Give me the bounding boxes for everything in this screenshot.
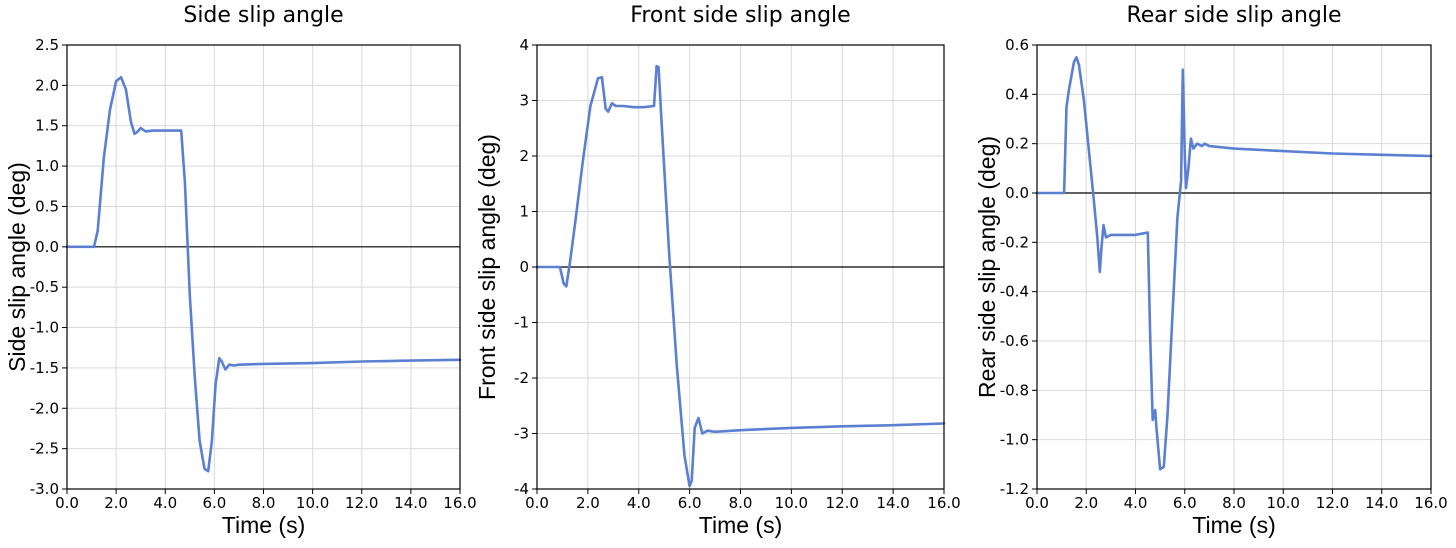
y-axis-label: Side slip angle (deg) <box>4 162 30 372</box>
x-tick-label: 12.0 <box>1316 494 1349 512</box>
y-tick-label: 1.0 <box>35 157 59 175</box>
x-tick-label: 4.0 <box>153 494 177 512</box>
y-tick-label: -1.5 <box>30 359 59 377</box>
y-tick-label: -1.2 <box>1000 480 1029 498</box>
y-tick-label: -1.0 <box>30 319 59 337</box>
x-tick-label: 8.0 <box>1222 494 1246 512</box>
y-tick-label: -2.5 <box>30 440 59 458</box>
x-tick-label: 0.0 <box>1025 494 1049 512</box>
x-tick-label: 14.0 <box>876 494 909 512</box>
x-tick-label: 2.0 <box>1074 494 1098 512</box>
y-tick-label: -3 <box>514 425 529 443</box>
chart-title: Rear side slip angle <box>1126 3 1341 28</box>
y-tick-label: 3 <box>519 92 529 110</box>
x-tick-label: 4.0 <box>627 494 651 512</box>
y-tick-label: -0.6 <box>1000 332 1029 350</box>
x-tick-label: 16.0 <box>1414 494 1447 512</box>
chart-panel-3: 0.0 2.0 4.0 6.0 8.0 10.0 12.0 14.0 16.0 -1.2 -1.0 -… <box>974 3 1448 538</box>
y-tick-label: -0.8 <box>1000 381 1029 399</box>
x-tick-label: 8.0 <box>252 494 276 512</box>
series-line-1 <box>535 64 946 488</box>
x-tick-label: 0.0 <box>55 494 79 512</box>
x-axis-label: Time (s) <box>222 512 305 538</box>
chart-title: Side slip angle <box>183 3 343 28</box>
y-tick-label: 0.5 <box>35 197 59 215</box>
x-axis-label: Time (s) <box>699 512 782 538</box>
x-tick-label: 12.0 <box>826 494 859 512</box>
series-line-1 <box>1035 55 1433 471</box>
y-tick-label: 2.5 <box>35 36 59 54</box>
x-tick-label: 8.0 <box>729 494 753 512</box>
y-tick-label: 1.5 <box>35 117 59 135</box>
x-axis-label: Time (s) <box>1192 512 1275 538</box>
y-tick-label: 0.0 <box>35 238 59 256</box>
y-tick-label: 4 <box>519 36 529 54</box>
x-tick-label: 16.0 <box>443 494 476 512</box>
y-tick-label: -2.0 <box>30 399 59 417</box>
x-tick-label: 4.0 <box>1124 494 1148 512</box>
y-tick-label: -1 <box>514 314 529 332</box>
x-tick-label: 6.0 <box>1173 494 1197 512</box>
y-tick-label: -1.0 <box>1000 431 1029 449</box>
series-line-1 <box>65 76 462 473</box>
y-tick-label: 2.0 <box>35 76 59 94</box>
y-tick-label: -0.4 <box>1000 283 1029 301</box>
chart-panel-1: 0.0 2.0 4.0 6.0 8.0 10.0 12.0 14.0 16.0 -3.0 -2.5 -… <box>4 3 477 538</box>
x-tick-label: 2.0 <box>104 494 128 512</box>
y-tick-label: -2 <box>514 369 529 387</box>
y-tick-label: -3.0 <box>30 480 59 498</box>
x-tick-label: 6.0 <box>202 494 226 512</box>
x-tick-label: 10.0 <box>296 494 329 512</box>
y-tick-label: -0.5 <box>30 278 59 296</box>
x-tick-label: 14.0 <box>1365 494 1398 512</box>
x-tick-label: 10.0 <box>1267 494 1300 512</box>
x-tick-label: 2.0 <box>576 494 600 512</box>
y-tick-label: 2 <box>519 147 529 165</box>
y-axis-label: Front side slip angle (deg) <box>474 134 500 400</box>
y-tick-label: 0.6 <box>1005 36 1029 54</box>
x-tick-label: 6.0 <box>678 494 702 512</box>
x-tick-label: 10.0 <box>775 494 808 512</box>
y-tick-label: -4 <box>514 480 529 498</box>
x-tick-label: 14.0 <box>394 494 427 512</box>
x-tick-label: 12.0 <box>345 494 378 512</box>
y-tick-label: 1 <box>519 203 529 221</box>
y-tick-label: 0.2 <box>1005 135 1029 153</box>
y-axis-label: Rear side slip angle (deg) <box>974 136 1000 398</box>
chart-title: Front side slip angle <box>630 3 850 28</box>
y-tick-label: 0.0 <box>1005 184 1029 202</box>
chart-panel-2: 0.0 2.0 4.0 6.0 8.0 10.0 12.0 14.0 16.0 -4 -3 -2 -1 0… <box>474 3 961 538</box>
x-tick-label: 0.0 <box>525 494 549 512</box>
y-tick-label: -0.2 <box>1000 233 1029 251</box>
x-tick-label: 16.0 <box>927 494 960 512</box>
y-tick-label: 0 <box>519 258 529 276</box>
y-tick-label: 0.4 <box>1005 85 1029 103</box>
